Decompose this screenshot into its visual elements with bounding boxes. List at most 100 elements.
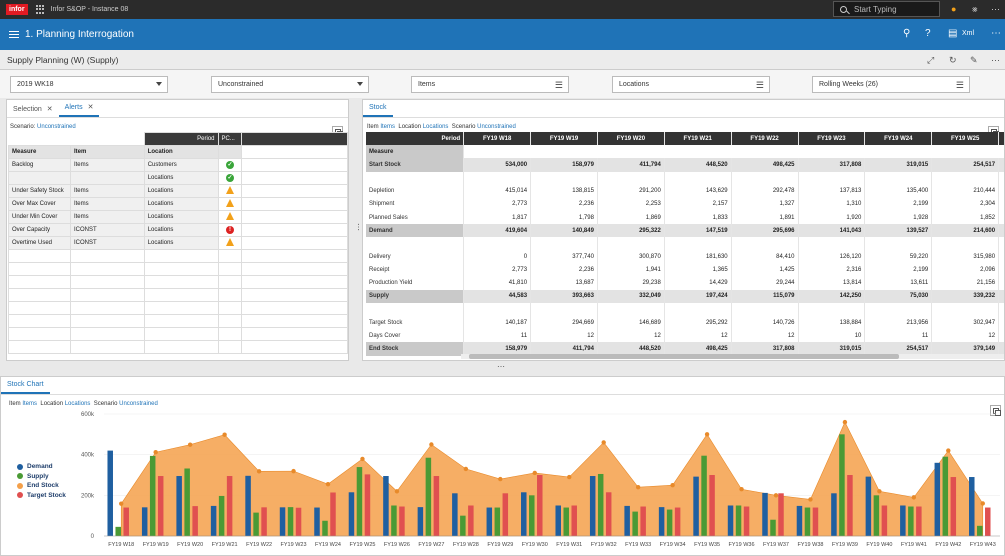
stock-cell[interactable]: 41,810 — [463, 276, 532, 290]
stock-cell[interactable]: 1,310 — [798, 197, 866, 211]
items-filter[interactable]: Items ☰ — [411, 76, 569, 93]
close-icon[interactable]: ✕ — [46, 106, 53, 113]
locations-filter[interactable]: Locations ☰ — [612, 76, 770, 93]
stock-cell[interactable] — [998, 210, 1004, 225]
stock-cell[interactable]: 1,833 — [664, 210, 732, 225]
stock-cell[interactable]: 135,400 — [864, 184, 933, 198]
share-icon[interactable]: ⨳ — [972, 4, 978, 14]
stock-cell[interactable]: 143,629 — [664, 184, 732, 198]
stock-cell[interactable] — [664, 171, 732, 185]
stock-cell[interactable]: 140,849 — [530, 224, 598, 238]
stock-cell[interactable] — [998, 289, 1004, 304]
stock-cell[interactable]: 141,043 — [798, 224, 866, 238]
stock-cell[interactable]: 2,199 — [864, 263, 933, 277]
infor-logo[interactable]: infor — [6, 4, 28, 15]
stock-cell[interactable]: 21,156 — [931, 276, 1000, 290]
stock-cell[interactable]: 534,000 — [463, 158, 532, 172]
stock-cell[interactable] — [597, 171, 665, 185]
stock-cell[interactable] — [864, 171, 933, 185]
stock-cell[interactable]: 1,327 — [731, 197, 799, 211]
stock-cell[interactable]: 213,956 — [864, 316, 933, 330]
expand-icon[interactable]: ⤢ — [927, 55, 935, 65]
stock-cell[interactable]: 138,815 — [530, 184, 598, 198]
stock-cell[interactable]: 1,941 — [597, 263, 665, 277]
stock-cell[interactable]: 393,663 — [530, 289, 598, 304]
stock-cell[interactable]: 115,079 — [731, 289, 799, 304]
stock-cell[interactable]: 75,030 — [864, 289, 933, 304]
stock-cell[interactable]: 1,365 — [664, 263, 732, 277]
menu-icon[interactable] — [9, 30, 19, 39]
stock-cell[interactable]: 2,236 — [530, 263, 598, 277]
stock-cell[interactable]: 181,630 — [664, 250, 732, 264]
stock-cell[interactable]: 146,689 — [597, 316, 665, 330]
stock-cell[interactable] — [731, 303, 799, 317]
tab-stock-chart[interactable]: Stock Chart — [1, 381, 50, 394]
stock-cell[interactable]: 126,120 — [798, 250, 866, 264]
week-header[interactable]: FY19 W23 — [798, 132, 866, 146]
alert-row[interactable]: Under Safety Stock Items Locations — [8, 184, 348, 198]
stock-cell[interactable]: 498,425 — [664, 342, 732, 356]
stock-cell[interactable]: 317,808 — [731, 342, 799, 356]
stock-cell[interactable] — [798, 303, 866, 317]
stock-cell[interactable]: 2,157 — [664, 197, 732, 211]
stock-cell[interactable]: 1,891 — [731, 210, 799, 225]
stock-cell[interactable]: 419,604 — [463, 224, 532, 238]
stock-cell[interactable] — [731, 171, 799, 185]
stock-cell[interactable] — [864, 237, 933, 251]
stock-cell[interactable] — [664, 237, 732, 251]
stock-cell[interactable]: 319,015 — [798, 342, 866, 356]
stock-cell[interactable] — [463, 171, 532, 185]
stock-cell[interactable] — [998, 171, 1004, 185]
stock-cell[interactable] — [998, 303, 1004, 317]
stock-cell[interactable]: 315,980 — [931, 250, 1000, 264]
stock-cell[interactable]: 142,250 — [798, 289, 866, 304]
rolling-weeks-filter[interactable]: Rolling Weeks (26) ☰ — [812, 76, 970, 93]
stock-cell[interactable] — [998, 276, 1004, 290]
stock-cell[interactable]: 2,773 — [463, 197, 532, 211]
stock-cell[interactable]: 2,316 — [798, 263, 866, 277]
stock-cell[interactable]: 448,520 — [597, 342, 665, 356]
horizontal-splitter[interactable]: ⋯ — [497, 362, 505, 371]
stock-cell[interactable]: 2,096 — [931, 263, 1000, 277]
tab-stock[interactable]: Stock — [363, 104, 393, 117]
period-dropdown[interactable]: 2019 WK18 — [10, 76, 168, 93]
stock-cell[interactable]: 13,611 — [864, 276, 933, 290]
stock-cell[interactable]: 295,292 — [664, 316, 732, 330]
week-header[interactable]: FY19 W24 — [864, 132, 933, 146]
stock-cell[interactable]: 12 — [931, 329, 1000, 343]
stock-cell[interactable] — [597, 237, 665, 251]
stock-cell[interactable]: 14,429 — [664, 276, 732, 290]
stock-cell[interactable] — [463, 303, 532, 317]
stock-cell[interactable]: 415,014 — [463, 184, 532, 198]
stock-cell[interactable]: 12 — [530, 329, 598, 343]
stock-cell[interactable]: 1,852 — [931, 210, 1000, 225]
stock-cell[interactable]: 302,947 — [931, 316, 1000, 330]
stock-cell[interactable]: 214,600 — [931, 224, 1000, 238]
stock-cell[interactable]: 2,304 — [931, 197, 1000, 211]
stock-cell[interactable]: 2 — [998, 184, 1004, 198]
stock-cell[interactable]: 158,979 — [463, 342, 532, 356]
stock-cell[interactable]: 319,015 — [864, 158, 933, 172]
stock-cell[interactable] — [530, 237, 598, 251]
stock-cell[interactable]: 2,199 — [864, 197, 933, 211]
stock-cell[interactable]: 13,814 — [798, 276, 866, 290]
stock-cell[interactable]: 84,410 — [731, 250, 799, 264]
stock-cell[interactable]: 158,979 — [530, 158, 598, 172]
stock-cell[interactable]: 377,740 — [530, 250, 598, 264]
legend-item[interactable]: Demand — [17, 462, 66, 472]
stock-cell[interactable] — [931, 237, 1000, 251]
stock-cell[interactable]: 3 — [998, 158, 1004, 172]
stock-cell[interactable]: 1,817 — [463, 210, 532, 225]
global-search-input[interactable]: Start Typing — [833, 1, 940, 17]
stock-cell[interactable]: 448,520 — [664, 158, 732, 172]
edit-icon[interactable]: ✎ — [970, 55, 978, 65]
stock-cell[interactable] — [597, 303, 665, 317]
stock-cell[interactable]: 300,870 — [597, 250, 665, 264]
legend-item[interactable]: Target Stock — [17, 491, 66, 501]
week-header[interactable]: FY19 W25 — [931, 132, 1000, 146]
stock-cell[interactable]: 138,884 — [798, 316, 866, 330]
stock-cell[interactable]: 2,773 — [463, 263, 532, 277]
stock-cell[interactable] — [664, 303, 732, 317]
stock-cell[interactable]: 10 — [798, 329, 866, 343]
stock-cell[interactable] — [998, 342, 1004, 356]
